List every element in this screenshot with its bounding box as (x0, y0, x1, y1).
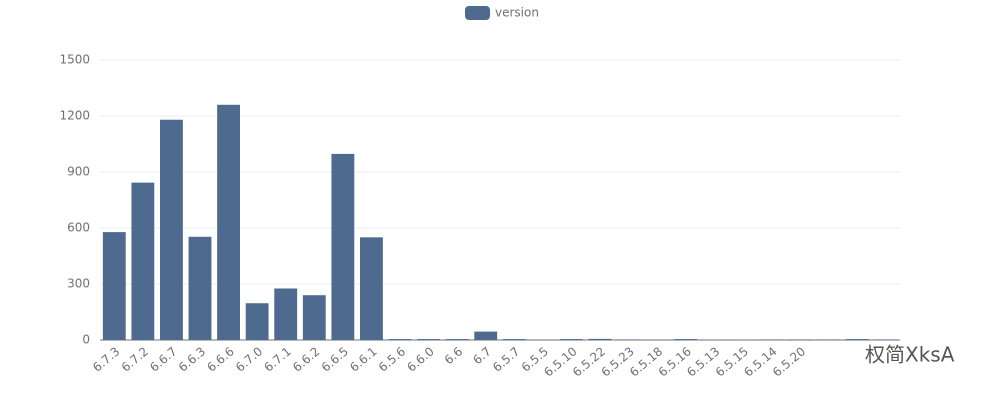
y-tick-label: 1200 (59, 109, 90, 123)
x-tick-label: 6.7.3 (90, 344, 122, 374)
x-tick-label: 6.5.7 (490, 344, 522, 374)
x-tick-label: 6.6.5 (319, 344, 351, 374)
bar (560, 339, 583, 340)
bar (388, 339, 412, 340)
bar (417, 339, 440, 340)
legend-label: version (495, 6, 539, 20)
bar (817, 339, 840, 340)
y-tick-label: 300 (67, 277, 90, 291)
bar (245, 303, 269, 340)
bar (188, 236, 212, 340)
bar (474, 331, 498, 340)
bar (331, 153, 355, 340)
x-tick-label: 6.5.6 (376, 344, 408, 374)
y-tick-label: 0 (82, 333, 90, 347)
y-tick-label: 600 (67, 221, 90, 235)
bar (102, 232, 126, 340)
x-tick-label: 6.6.0 (404, 344, 436, 374)
bar (845, 339, 869, 340)
y-tick-label: 1500 (59, 53, 90, 67)
x-tick-label: 6.6.7 (147, 344, 179, 374)
bar (674, 339, 698, 340)
bar (131, 182, 155, 340)
bar (760, 339, 783, 340)
bar (217, 104, 240, 340)
x-tick-label: 6.7.1 (261, 344, 293, 374)
bar (588, 338, 612, 340)
watermark: 权简XksA (865, 343, 955, 367)
bar (445, 339, 469, 340)
x-tick-label: 6.6.3 (176, 344, 208, 374)
x-tick-label: 6.7.2 (119, 344, 151, 374)
bar (302, 295, 326, 340)
x-tick-label: 6.7.0 (233, 344, 265, 374)
bar (617, 339, 640, 340)
bar (502, 339, 526, 340)
bar (360, 237, 383, 340)
x-tick-label: 6.6.2 (290, 344, 322, 374)
bar (874, 339, 898, 340)
bar (788, 339, 812, 340)
bar (160, 119, 183, 340)
y-tick-label: 900 (67, 165, 90, 179)
x-tick-label: 6.6 (442, 344, 466, 367)
bar (274, 288, 298, 340)
x-tick-label: 6.5.20 (770, 344, 808, 379)
legend-swatch (465, 6, 490, 20)
x-tick-label: 6.6.1 (347, 344, 379, 374)
x-tick-label: 6.6.6 (204, 344, 236, 374)
